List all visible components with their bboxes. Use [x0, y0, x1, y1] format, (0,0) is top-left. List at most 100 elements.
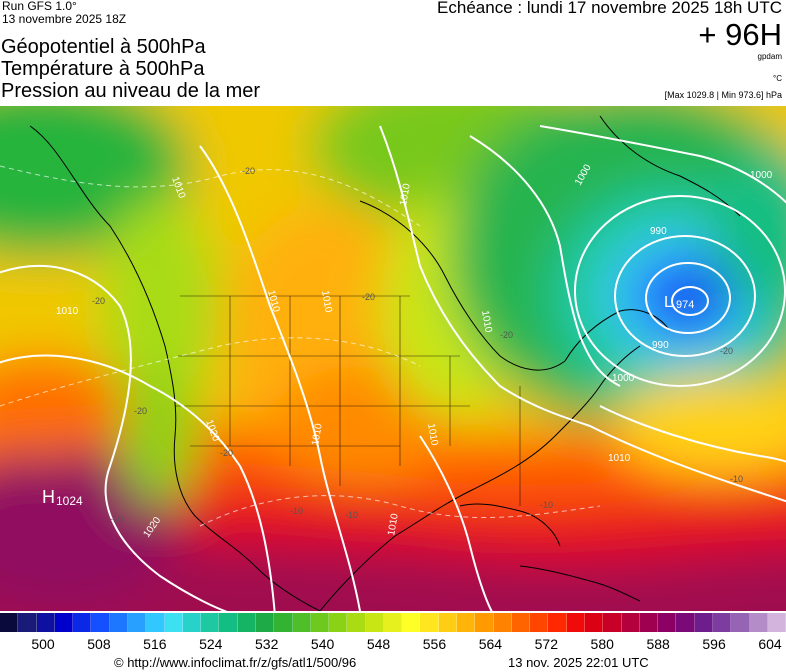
isobar-label: 1010	[608, 453, 631, 464]
legend-swatch	[36, 613, 55, 632]
pressure-extremes: [Max 1029.8 | Min 973.6] hPa	[664, 90, 782, 100]
legend-tick-label: 580	[590, 636, 614, 652]
legend-swatch	[383, 613, 403, 632]
isotherm-label: -10	[290, 506, 303, 516]
isobar-label: 1010	[425, 423, 440, 447]
isotherms	[0, 165, 601, 527]
weather-map: H 1024 L 974 1010 1010 1020 1010 1000 99…	[0, 106, 786, 611]
coastlines	[29, 115, 741, 611]
legend-swatch	[749, 613, 768, 632]
isotherm-label: -20	[362, 292, 375, 302]
legend-swatch	[146, 613, 165, 632]
legend-swatch	[54, 613, 74, 632]
legend-swatch	[420, 613, 439, 632]
legend-swatch	[292, 613, 311, 632]
isotherm-label: -10	[110, 514, 123, 524]
title-geopotential: Géopotentiel à 500hPa	[1, 36, 206, 58]
unit-temperature: °C	[773, 74, 782, 83]
isotherm-label: -10	[345, 510, 358, 520]
low-value: 974	[676, 299, 694, 311]
legend-swatch	[127, 613, 147, 632]
isotherm-label: -10	[540, 500, 553, 510]
legend-swatch	[329, 613, 348, 632]
isotherm-label: -20	[134, 406, 147, 416]
legend-tick-label: 564	[478, 636, 503, 652]
high-symbol: H	[42, 487, 55, 507]
pressure-center-high: H 1024	[42, 487, 83, 508]
legend-swatch	[639, 613, 659, 632]
color-legend-ticks: 500 508 516 524 532 540 548 556 564 572 580 588 596 6…	[0, 636, 786, 652]
legend-tick-label: 500	[31, 636, 55, 652]
forecast-hour: + 96H	[698, 17, 782, 52]
legend-swatch	[585, 613, 604, 632]
legend-swatch	[548, 613, 567, 632]
unit-geopotential: gpdam	[757, 52, 782, 61]
run-label: Run GFS 1.0°	[2, 0, 77, 13]
isotherm-label: -10	[730, 474, 743, 484]
legend-swatch	[658, 613, 677, 632]
legend-swatch	[676, 613, 695, 632]
legend-swatch	[201, 613, 220, 632]
legend-swatch	[694, 613, 713, 632]
isobar-label: 1010	[398, 182, 413, 206]
legend-tick-label: 516	[143, 636, 167, 652]
legend-swatch	[73, 613, 92, 632]
source-credit: © http://www.infoclimat.fr/z/gfs/atl1/50…	[114, 655, 357, 670]
legend-tick-label: 524	[199, 636, 223, 652]
isobar-label: 1010	[310, 422, 325, 446]
generation-timestamp: 13 nov. 2025 22:01 UTC	[508, 655, 649, 670]
isotherm-label: -20	[242, 166, 255, 176]
legend-swatch	[18, 613, 37, 632]
legend-swatch	[530, 613, 549, 632]
legend-swatch	[237, 613, 256, 632]
legend-tick-label: 588	[646, 636, 670, 652]
legend-swatch	[402, 613, 421, 632]
isobars	[0, 125, 786, 611]
legend-swatch	[438, 613, 458, 632]
legend-swatch	[182, 613, 202, 632]
isobar-label: 1000	[612, 373, 635, 384]
legend-swatch	[274, 613, 293, 632]
high-value: 1024	[56, 494, 83, 508]
isotherm-label: -20	[92, 296, 105, 306]
legend-tick-label: 572	[534, 636, 558, 652]
isobar-label: 990	[650, 226, 667, 237]
legend-swatch	[0, 613, 19, 632]
isotherm-label: -20	[220, 448, 233, 458]
legend-swatch	[621, 613, 640, 632]
weather-map-canvas: H 1024 L 974 1010 1010 1020 1010 1000 99…	[0, 106, 786, 611]
forecast-valid-time: Echéance : lundi 17 novembre 2025 18h UT…	[437, 0, 782, 17]
legend-tick-label: 532	[255, 636, 279, 652]
pressure-center-low: L 974	[664, 294, 694, 311]
legend-swatch	[347, 613, 366, 632]
isobar-label: 1010	[386, 512, 401, 536]
isobar-label: 990	[652, 340, 669, 351]
legend-swatch	[457, 613, 476, 632]
legend-tick-label: 540	[310, 636, 335, 652]
legend-swatch	[712, 613, 732, 632]
legend-swatch	[109, 613, 128, 632]
legend-swatch	[91, 613, 110, 632]
legend-tick-label: 548	[366, 636, 391, 652]
isobar-label: 1010	[479, 310, 494, 334]
isotherm-labels: -20 -20 -20 -20 -20 -20 -20 -10 -10 -10 …	[92, 166, 743, 524]
isobar-label: 1000	[750, 170, 773, 181]
legend-swatch	[731, 613, 750, 632]
legend-swatch	[603, 613, 622, 632]
state-borders	[175, 295, 521, 506]
legend-swatch	[475, 613, 494, 632]
legend-swatch	[493, 613, 512, 632]
legend-tick-label: 556	[422, 636, 447, 652]
legend-swatch	[365, 613, 384, 632]
legend-swatch	[164, 613, 183, 632]
map-titles: Géopotentiel à 500hPa Température à 500h…	[1, 36, 260, 102]
legend-swatch	[566, 613, 585, 632]
isobar-label: 1010	[56, 306, 79, 317]
legend-tick-label: 604	[758, 636, 782, 652]
legend-swatch	[767, 613, 786, 632]
isobar-label: 1010	[319, 290, 334, 314]
legend-tick-label: 596	[702, 636, 726, 652]
legend-swatch	[511, 613, 531, 632]
legend-swatch	[219, 613, 238, 632]
title-pressure: Pression au niveau de la mer	[1, 80, 261, 102]
